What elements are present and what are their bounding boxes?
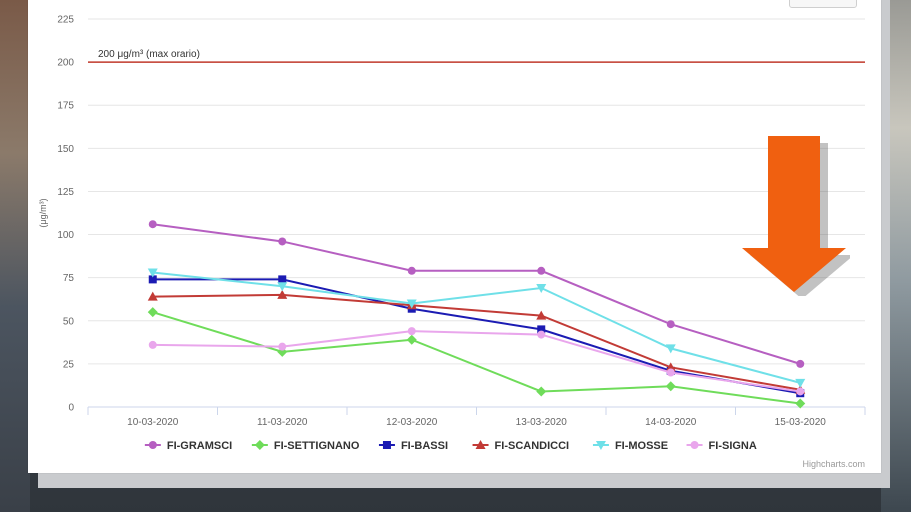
down-arrow-icon [742, 136, 850, 296]
series-fi-settignano [147, 307, 806, 409]
y-tick-label: 150 [57, 144, 74, 155]
legend-marker [148, 441, 157, 449]
data-point [666, 320, 675, 329]
data-point [147, 291, 158, 301]
y-tick-label: 50 [63, 316, 75, 327]
legend-marker [254, 440, 265, 450]
legend-item-fi-signa[interactable]: FI-SIGNA [686, 440, 757, 452]
background-building-left [0, 0, 30, 512]
data-point [665, 344, 676, 354]
y-tick-label: 0 [68, 403, 74, 414]
data-point [407, 327, 416, 336]
legend-item-fi-gramsci[interactable]: FI-GRAMSCI [144, 440, 232, 452]
data-point [277, 289, 288, 299]
data-point [796, 359, 805, 368]
series-line [152, 278, 801, 395]
data-point [665, 362, 676, 372]
legend-item-fi-settignano[interactable]: FI-SETTIGNANO [251, 440, 360, 452]
x-tick-label: 13-03-2020 [516, 417, 568, 428]
data-point [278, 275, 287, 284]
data-point [278, 237, 287, 246]
data-point [147, 268, 158, 278]
legend-item-fi-bassi[interactable]: FI-BASSI [378, 440, 448, 452]
data-point [406, 299, 417, 309]
series-fi-mosse [147, 268, 806, 388]
data-point [536, 310, 547, 320]
series-line [152, 223, 801, 365]
data-point [537, 330, 546, 339]
data-point [666, 368, 675, 377]
data-point [665, 381, 676, 392]
x-tick-label: 11-03-2020 [257, 417, 308, 428]
legend-marker [475, 440, 486, 449]
data-point [148, 275, 157, 284]
data-point [407, 266, 416, 275]
x-tick-label: 15-03-2020 [775, 417, 827, 428]
series-line [152, 271, 801, 384]
y-tick-label: 25 [63, 359, 75, 370]
threshold-label: 200 μg/m³ (max orario) [98, 49, 200, 60]
legend-label: FI-BASSI [401, 440, 448, 452]
chart-card: Reset zoom 0 25 50 75 100 125 150 175 200 225 (μg/… [28, 0, 881, 473]
y-tick-label: 175 [57, 101, 74, 112]
y-tick-label: 200 [57, 58, 74, 69]
legend-label: FI-SETTIGNANO [274, 440, 360, 452]
y-tick-label: 100 [57, 230, 74, 241]
x-tick-label: 14-03-2020 [645, 417, 697, 428]
threshold-line: 200 μg/m³ (max orario) [88, 49, 865, 63]
data-point [537, 266, 546, 275]
y-axis-label: (μg/m³) [38, 198, 48, 227]
series-fi-gramsci [148, 220, 805, 368]
data-point [277, 282, 288, 292]
data-point [148, 220, 157, 229]
series-fi-bassi [148, 275, 805, 398]
series-group [147, 220, 806, 409]
data-point [406, 334, 417, 345]
series-line [152, 293, 801, 391]
data-point [795, 378, 806, 388]
y-axis: 0 25 50 75 100 125 150 175 200 225 (μg/m³) [38, 15, 74, 414]
data-point [278, 342, 287, 351]
legend-label: FI-SIGNA [709, 440, 757, 452]
credits-text: Highcharts.com [802, 459, 865, 469]
data-point [147, 307, 158, 318]
data-point [536, 386, 547, 397]
data-point [536, 284, 547, 294]
x-tick-label: 12-03-2020 [386, 417, 438, 428]
data-point [148, 340, 157, 349]
reset-zoom-button[interactable]: Reset zoom [789, 0, 857, 8]
legend-marker [382, 441, 391, 449]
data-point [796, 387, 805, 396]
data-point [795, 398, 806, 409]
legend-label: FI-MOSSE [615, 440, 668, 452]
y-tick-label: 125 [57, 187, 74, 198]
x-axis: 10-03-2020 11-03-2020 12-03-2020 13-03-2020… [87, 407, 866, 428]
line-chart: 0 25 50 75 100 125 150 175 200 225 (μg/m³) 10-03-2… [38, 15, 866, 452]
series-fi-signa [148, 327, 805, 396]
data-point [537, 325, 546, 334]
legend-marker [595, 441, 606, 450]
x-tick-label: 10-03-2020 [127, 417, 179, 428]
series-line [152, 330, 801, 393]
y-tick-label: 225 [57, 15, 74, 26]
legend: FI-GRAMSCI FI-SETTIGNANO FI-BASSI FI-SCANDI… [144, 440, 757, 452]
series-fi-scandicci [147, 289, 806, 394]
series-line [152, 311, 801, 405]
legend-label: FI-SCANDICCI [495, 440, 570, 452]
legend-marker [690, 441, 699, 449]
legend-item-fi-mosse[interactable]: FI-MOSSE [592, 440, 668, 452]
legend-item-fi-scandicci[interactable]: FI-SCANDICCI [472, 440, 570, 452]
y-tick-label: 75 [63, 273, 75, 284]
legend-label: FI-GRAMSCI [167, 440, 232, 452]
